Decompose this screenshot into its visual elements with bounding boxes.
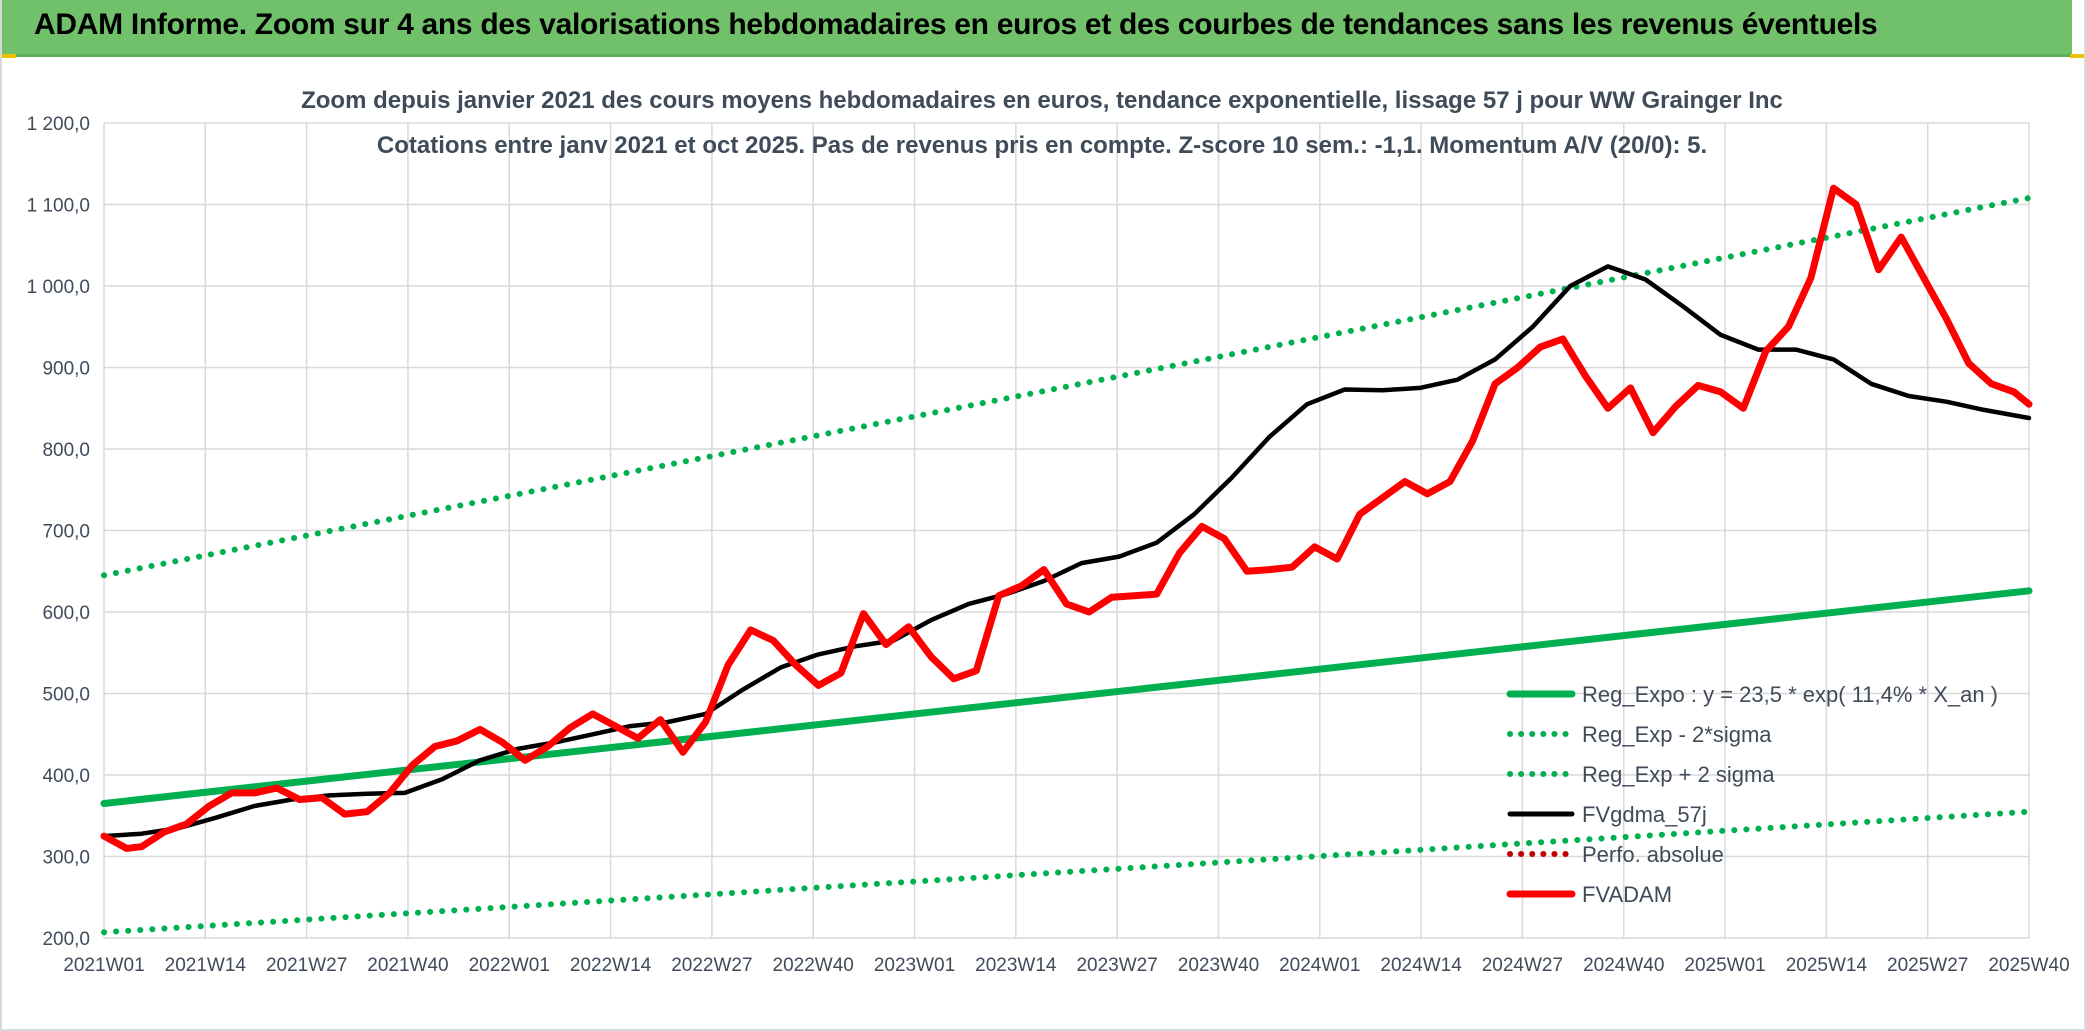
x-tick-label: 2024W01 (1279, 955, 1360, 976)
x-tick-label: 2022W01 (469, 955, 550, 976)
y-tick-label: 200,0 (42, 929, 90, 950)
x-tick-label: 2023W27 (1076, 955, 1157, 976)
chart-legend: Reg_Expo : y = 23,5 * exp( 11,4% * X_an … (1506, 682, 1998, 907)
x-tick-label: 2023W40 (1178, 955, 1259, 976)
legend-label: Perfo. absolue (1582, 842, 1724, 867)
legend-label: FVADAM (1582, 882, 1672, 907)
y-tick-label: 600,0 (42, 603, 90, 624)
x-tick-label: 2022W27 (671, 955, 752, 976)
y-tick-label: 700,0 (42, 522, 90, 543)
corner-mark-right (2070, 54, 2084, 58)
x-tick-label: 2025W40 (1988, 955, 2069, 976)
series-line-3 (101, 264, 2032, 839)
y-tick-label: 1 000,0 (27, 277, 90, 298)
corner-mark-left (2, 54, 16, 58)
report-title: ADAM Informe. Zoom sur 4 ans des valoris… (34, 8, 1878, 41)
series-line-1 (101, 808, 2032, 936)
y-tick-label: 1 100,0 (27, 196, 90, 217)
y-tick-label: 300,0 (42, 848, 90, 869)
x-tick-label: 2021W01 (63, 955, 144, 976)
legend-label: Reg_Exp + 2 sigma (1582, 762, 1775, 787)
x-tick-label: 2025W01 (1684, 955, 1765, 976)
chart-subtitle: Cotations entre janv 2021 et oct 2025. P… (377, 132, 1707, 159)
y-tick-label: 500,0 (42, 685, 90, 706)
series-line-0 (100, 587, 2033, 807)
series-line-5 (100, 184, 2033, 852)
x-tick-label: 2024W14 (1380, 955, 1462, 976)
x-tick-label: 2022W14 (570, 955, 652, 976)
x-tick-label: 2024W40 (1583, 955, 1664, 976)
x-tick-label: 2025W27 (1887, 955, 1968, 976)
series-line-2 (101, 195, 2032, 579)
x-tick-label: 2025W14 (1786, 955, 1868, 976)
x-tick-label: 2023W14 (975, 955, 1057, 976)
x-tick-label: 2021W14 (165, 955, 247, 976)
y-tick-label: 1 200,0 (27, 114, 90, 135)
x-tick-label: 2021W27 (266, 955, 347, 976)
y-tick-label: 400,0 (42, 766, 90, 787)
chart-grid (103, 122, 2030, 939)
chart-title: Zoom depuis janvier 2021 des cours moyen… (301, 87, 1783, 114)
y-tick-label: 900,0 (42, 359, 90, 380)
x-tick-label: 2023W01 (874, 955, 955, 976)
y-tick-label: 800,0 (42, 440, 90, 461)
x-tick-label: 2022W40 (773, 955, 854, 976)
x-tick-label: 2024W27 (1482, 955, 1563, 976)
legend-label: Reg_Exp - 2*sigma (1582, 722, 1772, 747)
x-axis-ticks: 2021W01 2021W14 2021W27 2021W40 2022W01 2022W… (63, 955, 2069, 976)
chart-series-layer (100, 184, 2033, 936)
legend-label: Reg_Expo : y = 23,5 * exp( 11,4% * X_an … (1582, 682, 1998, 707)
x-tick-label: 2021W40 (367, 955, 448, 976)
legend-label: FVgdma_57j (1582, 802, 1707, 827)
y-axis-ticks: 200,0 300,0 400,0 500,0 600,0 700,0 800,0 900,0… (27, 114, 90, 950)
report-banner: ADAM Informe. Zoom sur 4 ans des valoris… (2, 0, 2072, 57)
